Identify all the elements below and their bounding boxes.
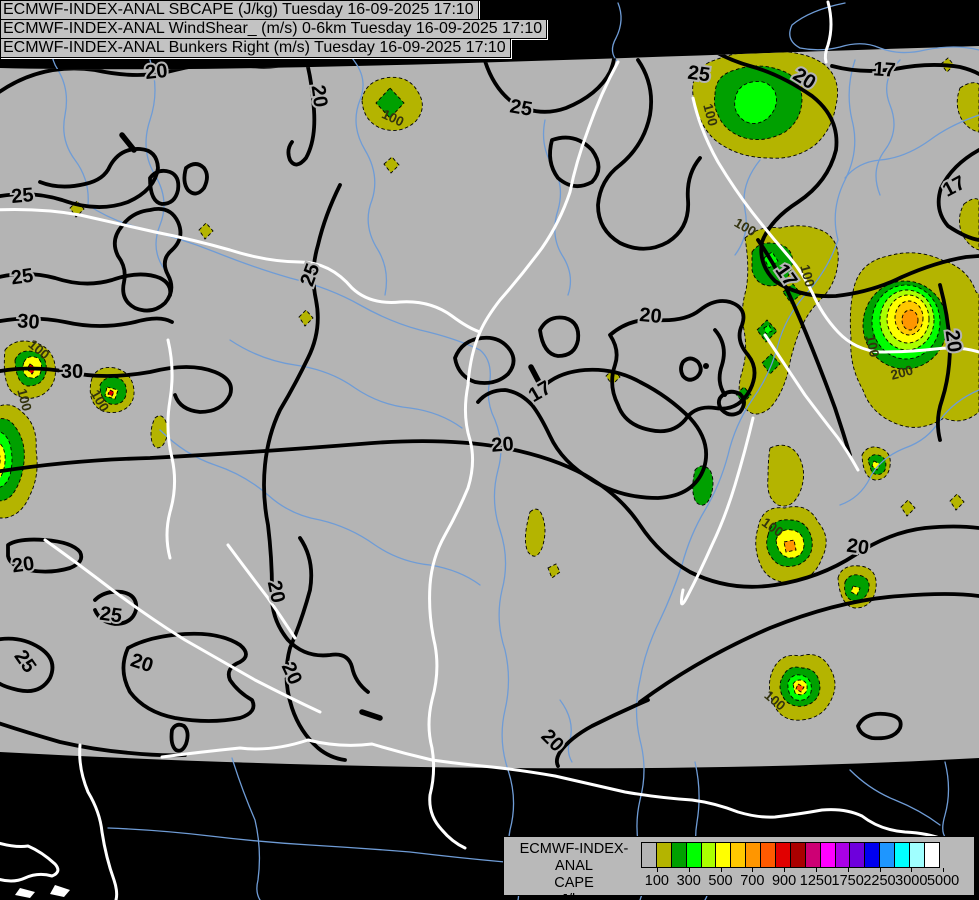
windshear-value-label: 17 xyxy=(873,58,897,81)
coastline-islands xyxy=(15,885,70,898)
windshear-value-label: 25 xyxy=(10,265,35,290)
windshear-value-label: 20 xyxy=(144,60,168,84)
cape-color-cell xyxy=(909,842,925,868)
cape-color-cell xyxy=(819,842,836,868)
cape-tick-label: 300 xyxy=(676,873,701,889)
cape-tick-mark xyxy=(656,868,658,872)
cape-value-label: 100 xyxy=(797,263,817,289)
cape-tick-mark xyxy=(847,868,849,872)
title-line-windshear: ECMWF-INDEX-ANAL WindShear_ (m/s) 0-6km … xyxy=(0,19,548,39)
cape-color-cell xyxy=(715,842,732,868)
cape-legend: ECMWF-INDEX-ANAL CAPE J/kg 100 300 500 700 9… xyxy=(503,836,975,900)
windshear-value-label: 20 xyxy=(11,553,36,578)
cape-color-cell xyxy=(685,842,702,868)
cape-tick-label: 500 xyxy=(708,873,733,889)
cape-color-cell xyxy=(879,842,896,868)
cape-tick-mark xyxy=(879,868,881,872)
cape-color-cell xyxy=(864,842,881,868)
cape-color-cell xyxy=(655,842,672,868)
windshear-value-label: 20 xyxy=(491,433,515,456)
cape-color-cell xyxy=(641,842,657,868)
cape-value-label: 200 xyxy=(889,362,915,382)
cape-color-cell xyxy=(730,842,747,868)
cape-tick-mark xyxy=(784,868,786,872)
cape-color-cell xyxy=(849,842,866,868)
cape-color-cell xyxy=(670,842,687,868)
cape-tick-label: 5000 xyxy=(926,873,960,889)
cape-tick-mark xyxy=(943,868,945,872)
cape-color-cell xyxy=(834,842,851,868)
cape-tick-mark xyxy=(815,868,817,872)
cape-color-cell xyxy=(894,842,911,868)
windshear-value-label: 20 xyxy=(638,304,662,328)
cape-color-cell xyxy=(775,842,791,868)
cape-color-cell xyxy=(745,842,762,868)
cape-tick-label: 700 xyxy=(740,873,765,889)
cape-tick-label: 1250 xyxy=(799,873,833,889)
cape-tick-label: 100 xyxy=(644,873,669,889)
windshear-value-label: 20 xyxy=(941,329,966,354)
legend-parameter-label: CAPE xyxy=(554,875,594,891)
cape-colorbar xyxy=(641,842,940,868)
title-line-bunkers: ECMWF-INDEX-ANAL Bunkers Right (m/s) Tue… xyxy=(0,38,511,58)
map-title-block: ECMWF-INDEX-ANAL SBCAPE (J/kg) Tuesday 1… xyxy=(0,0,548,58)
cape-tick-label: 3000 xyxy=(895,873,928,889)
windshear-value-label: 20 xyxy=(307,84,332,109)
cape-color-cell xyxy=(760,842,777,868)
windshear-value-label: 20 xyxy=(845,535,870,560)
windshear-value-label: 25 xyxy=(98,603,123,628)
cape-tick-label: 900 xyxy=(771,873,797,889)
cape-color-cell xyxy=(804,842,821,868)
cape-color-cell xyxy=(789,842,806,868)
windshear-value-label: 25 xyxy=(508,95,534,121)
legend-unit-label: J/kg xyxy=(560,892,588,900)
cape-color-cell xyxy=(923,842,940,868)
cape-color-cell xyxy=(700,842,717,868)
cape-tick-label: 1750 xyxy=(831,873,864,889)
windshear-value-label: 25 xyxy=(686,62,711,87)
windshear-value-label: 30 xyxy=(61,361,83,383)
cape-tick-label: 2250 xyxy=(863,873,896,889)
cape-tick-mark xyxy=(720,868,722,872)
title-line-sbcape: ECMWF-INDEX-ANAL SBCAPE (J/kg) Tuesday 1… xyxy=(0,0,479,20)
windshear-value-label: 25 xyxy=(10,184,34,208)
windshear-contours xyxy=(0,46,979,768)
cape-tick-mark xyxy=(911,868,913,872)
cape-tick-mark xyxy=(752,868,754,872)
cape-value-label: 100 xyxy=(863,333,882,358)
cape-value-label: 100 xyxy=(700,102,720,128)
cape-tick-mark xyxy=(688,868,690,872)
legend-model-label: ECMWF-INDEX-ANAL xyxy=(519,841,629,874)
windshear-value-label: 30 xyxy=(17,310,41,333)
cape-value-label: 100 xyxy=(14,387,34,413)
windshear-value-label: 20 xyxy=(263,579,289,605)
cape-legend-titles: ECMWF-INDEX-ANAL CAPE J/kg xyxy=(510,841,638,900)
